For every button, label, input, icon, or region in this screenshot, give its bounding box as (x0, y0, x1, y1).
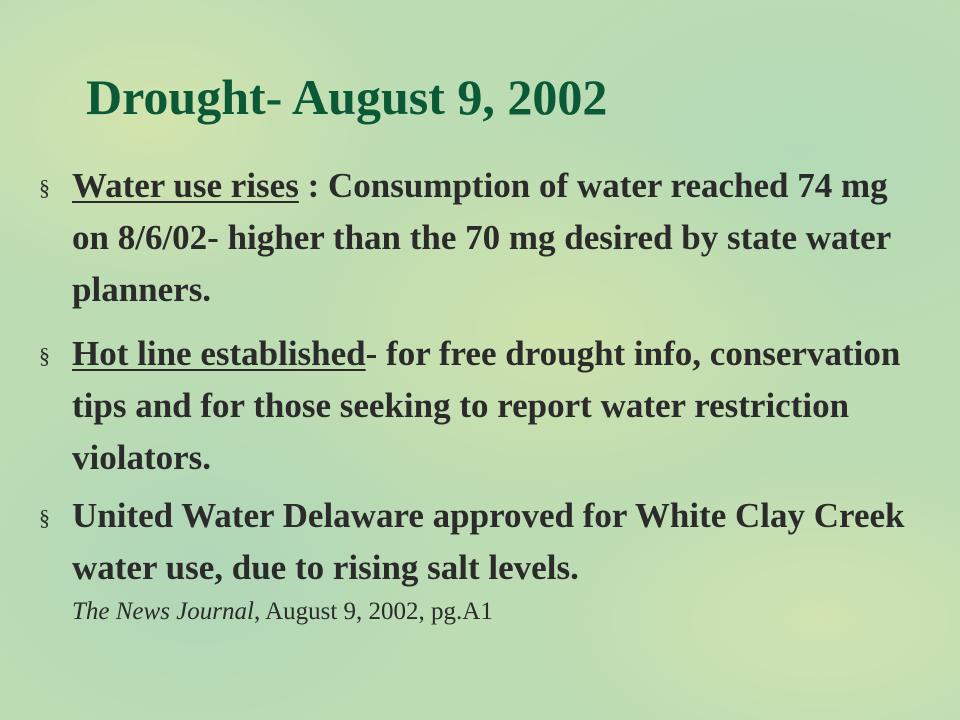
bullet-text: : Consumption of water reached 74 mg on … (72, 166, 891, 309)
bullet-item: § Water use rises : Consumption of water … (39, 160, 907, 316)
underlined-text: Hot line established (72, 334, 366, 373)
bullet-item: § United Water Delaware approved for Whit… (39, 490, 907, 594)
citation-source: The News Journal (72, 598, 254, 625)
bullet-text: - for free drought info, conservation ti… (72, 334, 901, 477)
bullet-marker: § (39, 175, 50, 200)
bullet-item: § Hot line established- for free drought … (39, 328, 907, 484)
bullet-marker: § (39, 343, 50, 368)
underlined-text: Water use rises (72, 166, 299, 205)
citation-text: , August 9, 2002, pg.A1 (253, 598, 493, 625)
bullet-text: United Water Delaware approved for White… (72, 496, 905, 587)
slide-title: Drought- August 9, 2002 (86, 69, 608, 125)
citation: The News Journal, August 9, 2002, pg.A1 (72, 598, 493, 626)
bullet-marker: § (39, 505, 50, 530)
